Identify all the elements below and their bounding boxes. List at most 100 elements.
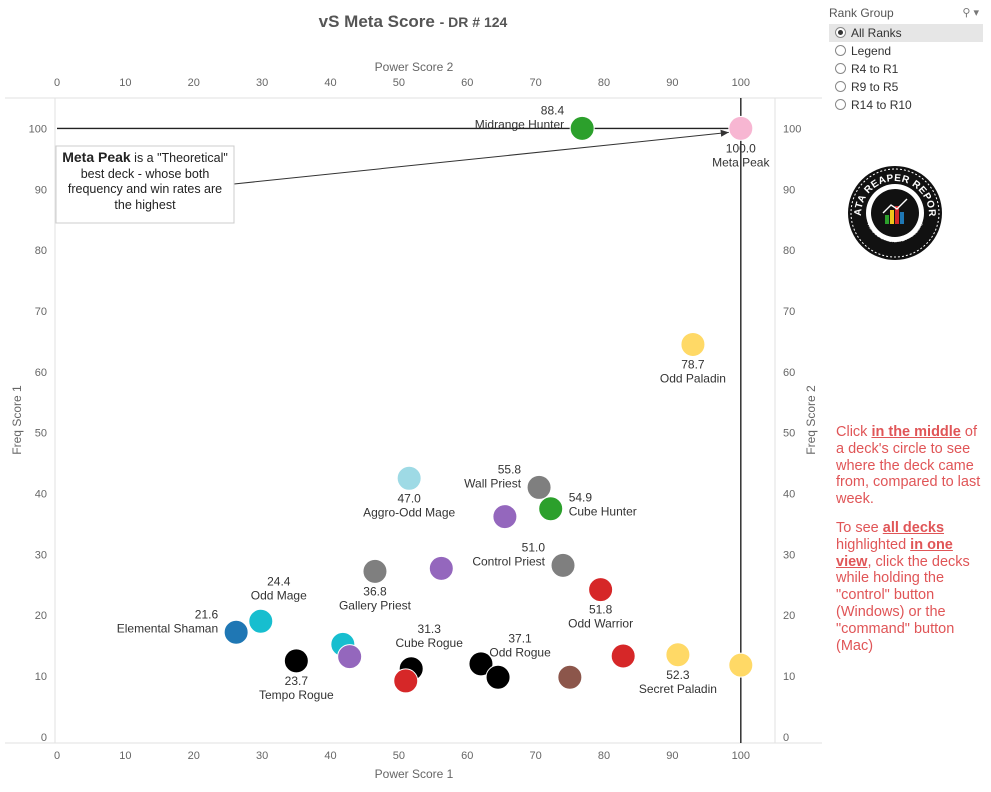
instructions-note: Click in the middle of a deck's circle t… — [836, 424, 986, 666]
x2-tick-label: 90 — [666, 77, 678, 89]
point-name-label: Wall Priest — [464, 476, 522, 490]
radio-icon[interactable] — [835, 63, 846, 74]
point-unlabeled[interactable] — [468, 651, 494, 677]
rank-option-r9-to-r5[interactable]: R9 to R5 — [829, 78, 983, 96]
annotation-body: is a "Theoretical" best deck - whose bot… — [67, 151, 228, 212]
y-tick-label: 50 — [35, 428, 47, 440]
chart-title-sub: - DR # 124 — [439, 14, 508, 30]
point-value-label: 52.3 — [666, 668, 690, 682]
x-tick-label: 70 — [530, 750, 542, 762]
chart-title-main: vS Meta Score — [318, 12, 435, 31]
radio-icon[interactable] — [835, 81, 846, 92]
rank-option-label: R9 to R5 — [851, 80, 899, 94]
rank-group-filter: Rank Group ⚲ ▾ All Ranks Legend R4 to R1 R9… — [829, 6, 983, 114]
x-tick-label: 50 — [393, 750, 405, 762]
point-unlabeled[interactable] — [557, 664, 583, 690]
y2-tick-label: 20 — [783, 610, 795, 622]
instruction-text: , click the decks while holding the "con… — [836, 553, 970, 654]
y-axis-title: Freq Score 1 — [10, 385, 24, 455]
points-layer[interactable] — [223, 115, 754, 694]
point-value-label: 24.4 — [267, 574, 291, 588]
point-secret-paladin[interactable] — [665, 642, 691, 668]
chart-title: vS Meta Score - DR # 124 — [0, 12, 826, 32]
point-odd-mage[interactable] — [248, 608, 274, 634]
radio-icon[interactable] — [835, 27, 846, 38]
point-unlabeled[interactable] — [337, 644, 363, 670]
rank-option-r14-to-r10[interactable]: R14 to R10 — [829, 96, 983, 114]
rank-option-label: Legend — [851, 44, 892, 58]
point-unlabeled[interactable] — [492, 504, 518, 530]
point-cube-hunter[interactable] — [538, 496, 564, 522]
x2-tick-label: 100 — [732, 77, 750, 89]
instruction-text: of a deck's circle to see where the deck… — [836, 424, 981, 508]
x-tick-label: 30 — [256, 750, 268, 762]
point-name-label: Aggro-Odd Mage — [363, 505, 455, 519]
rank-option-all-ranks[interactable]: All Ranks — [829, 24, 983, 42]
y-tick-label: 90 — [35, 184, 47, 196]
x2-tick-label: 70 — [530, 77, 542, 89]
point-name-label: Cube Hunter — [569, 505, 637, 519]
scatter-plot[interactable]: 0010102020303040405050606070708080909010… — [0, 0, 826, 792]
y2-tick-label: 70 — [783, 306, 795, 318]
point-name-label: Secret Paladin — [639, 682, 717, 696]
rank-option-label: R4 to R1 — [851, 62, 899, 76]
chevron-down-icon[interactable]: ▾ — [973, 7, 979, 19]
point-unlabeled[interactable] — [428, 555, 454, 581]
point-odd-warrior[interactable] — [588, 577, 614, 603]
point-odd-rogue[interactable] — [485, 664, 511, 690]
y-tick-label: 0 — [41, 732, 47, 744]
point-gallery-priest[interactable] — [362, 558, 388, 584]
y-tick-label: 20 — [35, 610, 47, 622]
point-value-label: 51.0 — [522, 540, 546, 554]
x2-tick-label: 10 — [119, 77, 131, 89]
y2-tick-label: 50 — [783, 428, 795, 440]
y-tick-label: 30 — [35, 549, 47, 561]
x2-tick-label: 0 — [54, 77, 60, 89]
instructions-paragraph-1: Click in the middle of a deck's circle t… — [836, 424, 986, 508]
y2-tick-label: 100 — [783, 123, 801, 135]
x-tick-label: 90 — [666, 750, 678, 762]
rank-option-r4-to-r1[interactable]: R4 to R1 — [829, 60, 983, 78]
annotation-arrow — [233, 131, 729, 185]
search-icon[interactable]: ⚲ — [962, 7, 971, 19]
point-tempo-rogue[interactable] — [283, 648, 309, 674]
axes-layer: 0010102020303040405050606070708080909010… — [5, 60, 822, 781]
point-value-label: 51.8 — [589, 603, 613, 617]
y2-tick-label: 0 — [783, 732, 789, 744]
emphasis-text: all decks — [882, 519, 945, 536]
x-axis-title: Power Score 1 — [375, 767, 454, 781]
point-value-label: 36.8 — [363, 584, 387, 598]
point-unlabeled[interactable] — [610, 643, 636, 669]
y2-tick-label: 90 — [783, 184, 795, 196]
point-elemental-shaman[interactable] — [223, 619, 249, 645]
point-wall-priest[interactable] — [526, 474, 552, 500]
point-name-label: Elemental Shaman — [117, 621, 218, 635]
filter-tools[interactable]: ⚲ ▾ — [962, 6, 979, 19]
point-control-priest[interactable] — [550, 552, 576, 578]
y2-tick-label: 30 — [783, 549, 795, 561]
reference-lines — [57, 98, 742, 743]
y2-axis-title: Freq Score 2 — [804, 385, 818, 455]
point-unlabeled[interactable] — [393, 668, 419, 694]
radio-icon[interactable] — [835, 45, 846, 56]
point-midrange-hunter[interactable] — [569, 115, 595, 141]
point-name-label: Cube Rogue — [396, 636, 464, 650]
point-aggro-odd-mage[interactable] — [396, 465, 422, 491]
point-unlabeled[interactable] — [728, 652, 754, 678]
point-odd-paladin[interactable] — [680, 331, 706, 357]
instructions-paragraph-2: To see all decks highlighted in one view… — [836, 520, 986, 654]
radio-icon[interactable] — [835, 99, 846, 110]
y-tick-label: 70 — [35, 306, 47, 318]
point-value-label: 31.3 — [418, 622, 442, 636]
rank-option-legend[interactable]: Legend — [829, 42, 983, 60]
point-name-label: Odd Paladin — [660, 371, 726, 385]
x2-tick-label: 20 — [188, 77, 200, 89]
x-tick-label: 10 — [119, 750, 131, 762]
emphasis-text: in the middle — [871, 424, 961, 440]
y2-tick-label: 40 — [783, 489, 795, 501]
x2-tick-label: 50 — [393, 77, 405, 89]
x2-tick-label: 60 — [461, 77, 473, 89]
point-value-label: 88.4 — [541, 103, 565, 117]
point-meta-peak[interactable] — [728, 115, 754, 141]
